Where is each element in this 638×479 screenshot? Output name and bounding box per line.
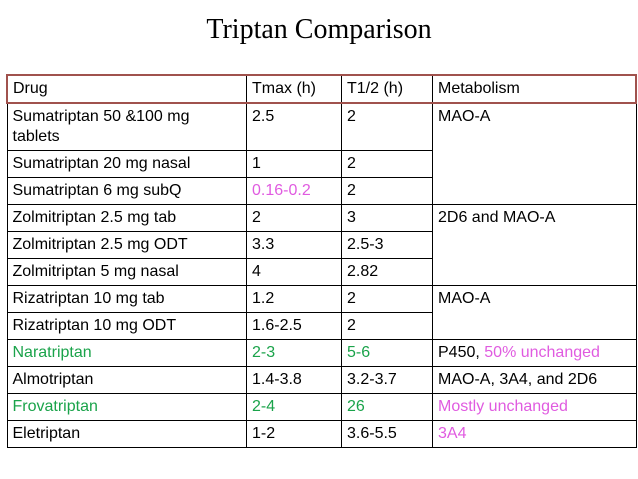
tmax-cell: 2.5: [246, 102, 342, 151]
drug-cell: Zolmitriptan 2.5 mg ODT: [6, 231, 247, 259]
thalf-cell: 3.2-3.7: [341, 366, 433, 394]
table-row: Sumatriptan 20 mg nasal 1 2: [6, 150, 636, 178]
tmax-cell: 3.3: [246, 231, 342, 259]
thalf-cell: 2: [341, 102, 433, 151]
tmax-cell: 1.4-3.8: [246, 366, 342, 394]
tmax-cell: 1-2: [246, 420, 342, 448]
header-metabolism: Metabolism: [432, 74, 637, 104]
drug-cell: Sumatriptan 6 mg subQ: [6, 177, 247, 205]
tmax-cell: 2-4: [246, 393, 342, 421]
table-row: Zolmitriptan 5 mg nasal 4 2.82: [6, 258, 636, 286]
table-row: Zolmitriptan 2.5 mg tab 2 3 2D6 and MAO-…: [6, 204, 637, 286]
tmax-cell: 1.2: [246, 285, 342, 313]
page-title: Triptan Comparison: [206, 14, 432, 45]
table-row: Sumatriptan 50 &100 mg tablets 2.5 2 MAO…: [6, 102, 637, 205]
metabolism-text: P450,: [438, 344, 485, 361]
drug-cell: Zolmitriptan 2.5 mg tab: [6, 204, 247, 232]
metabolism-cell: MAO-A: [432, 102, 637, 205]
metabolism-cell: 3A4: [432, 420, 637, 448]
metabolism-cell: MAO-A: [432, 285, 637, 340]
drug-cell: Frovatriptan: [6, 393, 247, 421]
table-row: Rizatriptan 10 mg ODT 1.6-2.5 2: [6, 312, 636, 340]
tmax-cell: 2-3: [246, 339, 342, 367]
table-header-row: Drug Tmax (h) T1/2 (h) Metabolism: [6, 74, 637, 104]
drug-cell: Rizatriptan 10 mg ODT: [6, 312, 247, 340]
header-tmax: Tmax (h): [246, 74, 342, 104]
header-thalf: T1/2 (h): [341, 74, 433, 104]
tmax-cell: 4: [246, 258, 342, 286]
thalf-cell: 26: [341, 393, 433, 421]
table-row: Eletriptan 1-2 3.6-5.5 3A4: [6, 420, 637, 448]
thalf-cell: 2.5-3: [341, 231, 433, 259]
metabolism-cell: P450, 50% unchanged: [432, 339, 637, 367]
table-row: Naratriptan 2-3 5-6 P450, 50% unchanged: [6, 339, 637, 367]
table-row: Almotriptan 1.4-3.8 3.2-3.7 MAO-A, 3A4, …: [6, 366, 637, 394]
drug-cell: Rizatriptan 10 mg tab: [6, 285, 247, 313]
thalf-cell: 2: [341, 177, 433, 205]
thalf-cell: 2: [341, 312, 433, 340]
table-row: Sumatriptan 6 mg subQ 0.16-0.2 2: [6, 177, 636, 205]
table-row: Rizatriptan 10 mg tab 1.2 2 MAO-A: [6, 285, 637, 340]
tmax-cell: 0.16-0.2: [246, 177, 342, 205]
thalf-cell: 3.6-5.5: [341, 420, 433, 448]
table-row: Frovatriptan 2-4 26 Mostly unchanged: [6, 393, 637, 421]
drug-cell: Zolmitriptan 5 mg nasal: [6, 258, 247, 286]
thalf-cell: 2: [341, 285, 433, 313]
metabolism-cell: Mostly unchanged: [432, 393, 637, 421]
drug-cell: Sumatriptan 50 &100 mg tablets: [6, 102, 247, 151]
thalf-cell: 5-6: [341, 339, 433, 367]
drug-cell: Naratriptan: [6, 339, 247, 367]
metabolism-cell: 2D6 and MAO-A: [432, 204, 637, 286]
drug-cell: Sumatriptan 20 mg nasal: [6, 150, 247, 178]
header-drug: Drug: [6, 74, 247, 104]
thalf-cell: 2: [341, 150, 433, 178]
tmax-cell: 1: [246, 150, 342, 178]
drug-cell: Eletriptan: [6, 420, 247, 448]
metabolism-cell: MAO-A, 3A4, and 2D6: [432, 366, 637, 394]
tmax-cell: 2: [246, 204, 342, 232]
tmax-cell: 1.6-2.5: [246, 312, 342, 340]
metabolism-unchanged-text: 50% unchanged: [484, 344, 600, 361]
triptan-comparison-table: Drug Tmax (h) T1/2 (h) Metabolism Sumatr…: [6, 74, 637, 448]
drug-cell: Almotriptan: [6, 366, 247, 394]
thalf-cell: 2.82: [341, 258, 433, 286]
thalf-cell: 3: [341, 204, 433, 232]
